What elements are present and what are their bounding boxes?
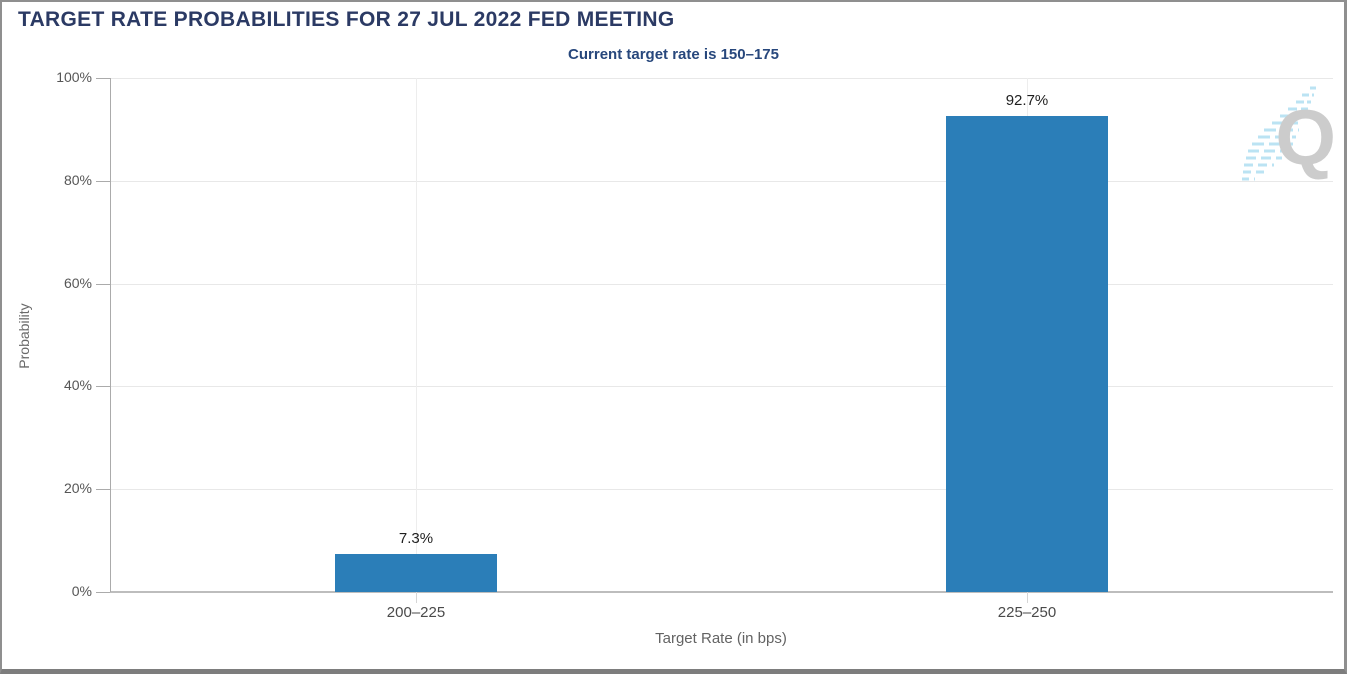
y-axis-tick [96,489,110,490]
y-axis-tick-label: 60% [63,275,92,291]
y-axis-line [110,78,111,592]
y-axis-tick [96,284,110,285]
gridline-vertical [416,78,417,592]
x-axis-tick [1027,592,1028,603]
y-axis-tick-label: 20% [63,480,92,496]
y-axis-tick [96,78,110,79]
gridline-horizontal [110,181,1333,182]
y-axis-tick-label: 0% [71,583,92,599]
logo-q-letter: Q [1275,93,1336,181]
x-axis-tick-label: 200–225 [386,604,446,621]
gridline-horizontal [110,386,1333,387]
probability-bar[interactable] [946,116,1108,592]
x-axis-tick-label: 225–250 [997,604,1057,621]
y-axis-tick [96,592,110,593]
gridline-horizontal [110,284,1333,285]
y-axis-tick-label: 80% [63,172,92,188]
y-axis-tick-label: 40% [63,377,92,393]
gridline-horizontal [110,489,1333,490]
probability-bar[interactable] [335,554,497,592]
x-axis-tick [416,592,417,603]
bar-value-label: 7.3% [398,530,434,547]
chart-subtitle: Current target rate is 150–175 [568,46,779,63]
bar-value-label: 92.7% [1005,92,1049,109]
y-axis-tick-label: 100% [56,69,92,85]
y-axis-tick [96,386,110,387]
gridline-horizontal [110,78,1333,79]
y-axis-tick [96,181,110,182]
logo-swoosh-icon [1242,86,1316,181]
y-axis-title: Probability [16,303,32,369]
quikstrike-logo: Q [1238,82,1338,194]
x-axis-title: Target Rate (in bps) [655,630,787,647]
gridline-horizontal [110,591,1333,593]
chart-title: TARGET RATE PROBABILITIES FOR 27 JUL 202… [18,8,675,31]
